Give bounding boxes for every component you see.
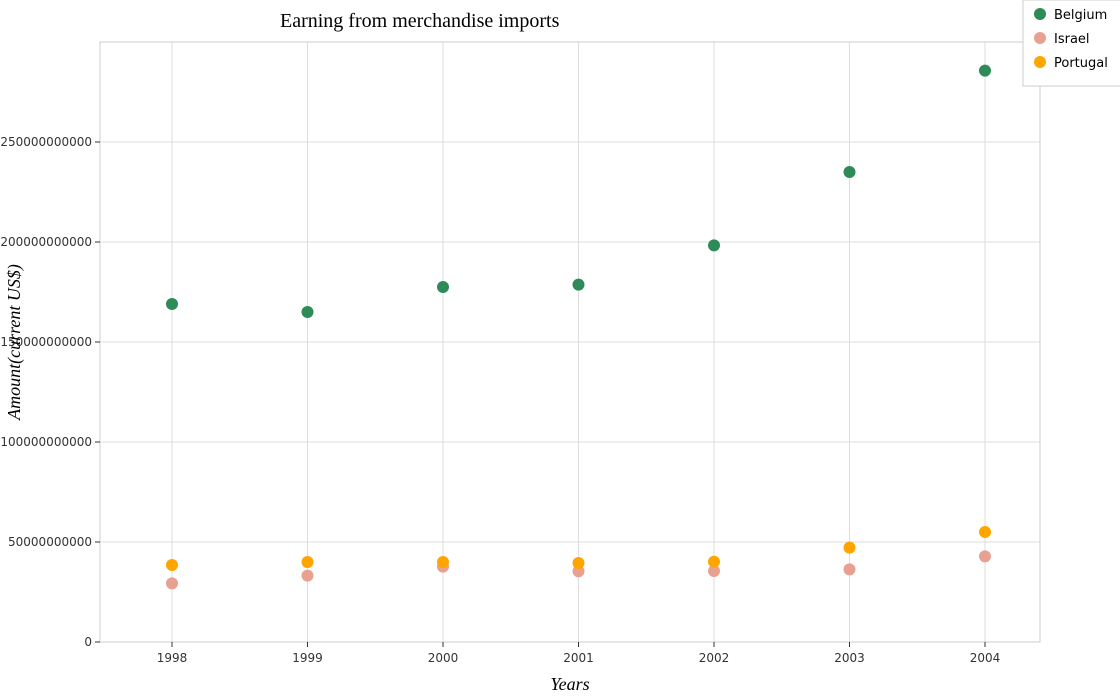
point-israel [166, 577, 178, 590]
y-tick-label: 150000000000 [0, 335, 92, 349]
point-belgium [166, 298, 178, 310]
y-tick-label: 0 [84, 635, 92, 649]
point-portugal [843, 541, 856, 554]
y-tick-label: 250000000000 [0, 135, 92, 149]
legend-label-portugal: Portugal [1054, 56, 1108, 71]
point-belgium [979, 64, 991, 77]
y-tick-label: 200000000000 [0, 235, 92, 249]
grid [100, 42, 1040, 643]
point-belgium [708, 239, 720, 252]
x-tick-label: 2000 [428, 651, 459, 665]
x-tick-label: 2003 [834, 651, 865, 665]
point-portugal [708, 555, 720, 568]
x-tick-label: 2002 [699, 651, 730, 665]
point-portugal [572, 557, 585, 569]
x-tick-label: 2001 [563, 651, 594, 665]
y-axis-label: Amount(current US$) [4, 264, 25, 421]
point-belgium [437, 281, 449, 293]
x-tick-label: 2004 [970, 651, 1001, 665]
point-portugal [301, 556, 314, 568]
point-israel [979, 550, 991, 563]
legend: Belgium Israel Portugal [1022, 0, 1120, 87]
y-tick-label: 100000000000 [0, 435, 92, 449]
chart-title: Earning from merchandise imports [280, 10, 560, 32]
legend-marker-israel [1034, 32, 1046, 44]
point-israel [301, 569, 314, 582]
x-axis-ticks: 1998 1999 2000 2001 2002 2003 2004 [157, 642, 1001, 665]
point-israel [843, 563, 856, 576]
y-axis-ticks: 0 50000000000 100000000000 150000000000 2000… [0, 135, 100, 649]
y-tick-label: 50000000000 [8, 535, 92, 549]
legend-marker-portugal [1034, 56, 1046, 68]
data-points [166, 64, 991, 590]
point-belgium [843, 166, 856, 178]
point-belgium [572, 278, 585, 291]
point-portugal [166, 559, 178, 571]
legend-marker-belgium [1034, 8, 1046, 20]
x-tick-label: 1998 [157, 651, 188, 665]
point-israel [708, 565, 720, 577]
legend-label-israel: Israel [1054, 32, 1090, 47]
point-portugal [979, 526, 991, 538]
point-belgium [301, 306, 314, 318]
point-israel [572, 565, 585, 578]
point-portugal [437, 556, 449, 568]
legend-label-belgium: Belgium [1054, 8, 1107, 23]
x-tick-label: 1999 [292, 651, 323, 665]
x-axis-label: Years [550, 674, 589, 694]
